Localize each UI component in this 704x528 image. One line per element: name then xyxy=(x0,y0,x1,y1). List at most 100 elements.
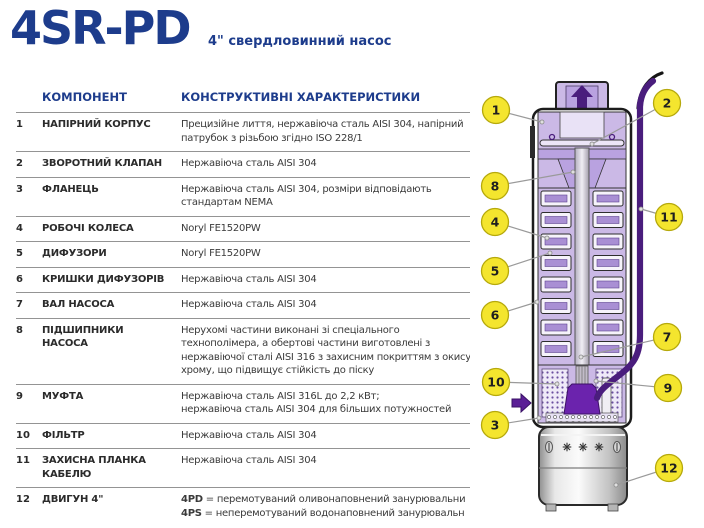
table-header: КОМПОНЕНТ КОНСТРУКТИВНІ ХАРАКТЕРИСТИКИ xyxy=(16,84,470,112)
component-name: КРИШКИ ДИФУЗОРІВ xyxy=(42,273,165,285)
callout-number: 11 xyxy=(660,210,677,225)
callout-number: 3 xyxy=(491,418,500,433)
component-spec: Нержавіюча сталь AISI 316L до 2,2 кВт; н… xyxy=(181,390,452,416)
callout-3 xyxy=(480,410,510,440)
table-row: 11 ЗАХИСНА ПЛАНКА КАБЕЛЮ Нержавіюча сталь … xyxy=(16,448,470,487)
component-name: ЗВОРОТНИЙ КЛАПАН xyxy=(42,158,162,169)
head-channel xyxy=(559,111,605,139)
table-row: 9 МУФТА Нержавіюча сталь AISI 316L до 2,2 … xyxy=(16,383,470,423)
callout-8 xyxy=(480,171,510,201)
valve-spring-left xyxy=(548,133,556,141)
table-body: 1 НАПІРНИЙ КОРПУС Прецизійне лиття, нержав… xyxy=(16,112,470,526)
component-spec: Нержавіюча сталь AISI 304, розміри відпо… xyxy=(181,183,432,209)
motor-option: 4PS = неперемотуваний водонаповнений зан… xyxy=(181,507,465,519)
table-row: 8 ПІДШИПНИКИ НАСОСА Нерухомі частини викон… xyxy=(16,317,470,384)
motor-foot-right xyxy=(607,503,619,512)
component-name: ФІЛЬТР xyxy=(42,429,85,441)
component-spec: Нержавіюча сталь AISI 304 xyxy=(181,158,317,169)
component-spec: Прецизійне лиття, нержавіюча сталь AISI … xyxy=(181,119,464,144)
row-number: 12 xyxy=(16,494,30,505)
callout-number: 1 xyxy=(492,103,501,118)
row-number: 3 xyxy=(16,183,23,195)
motor-vents xyxy=(562,442,604,452)
table-row: 1 НАПІРНИЙ КОРПУС Прецизійне лиття, нержав… xyxy=(16,112,470,151)
component-spec: Нержавіюча сталь AISI 304 xyxy=(181,429,317,441)
motor-foot-left xyxy=(545,503,557,512)
callout-number: 12 xyxy=(660,461,677,476)
inlet-arrow-icon xyxy=(511,392,532,414)
callout-7 xyxy=(652,322,682,352)
component-name: ПІДШИПНИКИ НАСОСА xyxy=(42,324,124,350)
power-cable xyxy=(593,100,644,402)
callout-number: 7 xyxy=(663,330,672,345)
row-number: 4 xyxy=(16,222,23,234)
callout-number: 9 xyxy=(664,381,673,396)
callout-number: 2 xyxy=(663,96,672,111)
callout-12 xyxy=(654,453,684,483)
callout-4 xyxy=(480,207,510,237)
callout-number: 6 xyxy=(491,308,500,323)
table-row: 4 РОБОЧІ КОЛЕСА Noryl FE1520PW xyxy=(16,215,470,242)
row-number: 5 xyxy=(16,248,23,259)
table-row: 3 ФЛАНЕЦЬ Нержавіюча сталь AISI 304, розмі… xyxy=(16,176,470,216)
callout-2 xyxy=(652,88,682,118)
component-name: ВАЛ НАСОСА xyxy=(42,299,115,310)
component-name: МУФТА xyxy=(42,390,84,402)
component-spec: Нержавіюча сталь AISI 304 xyxy=(181,273,317,285)
column-header-number xyxy=(16,90,42,104)
component-name: НАПІРНИЙ КОРПУС xyxy=(42,119,151,130)
component-spec: 4PD = перемотуваний оливонаповнений зану… xyxy=(181,493,470,520)
column-header-component: КОМПОНЕНТ xyxy=(42,90,127,104)
component-name: ДИФУЗОРИ xyxy=(42,248,107,259)
valve-spring-right xyxy=(608,133,616,141)
table-row: 2 ЗВОРОТНИЙ КЛАПАН Нержавіюча сталь AISI 3… xyxy=(16,151,470,177)
check-valve xyxy=(539,139,625,147)
table-row: 5 ДИФУЗОРИ Noryl FE1520PW xyxy=(16,241,470,267)
page-subtitle: 4" свердловинний насос xyxy=(208,34,392,49)
row-number: 11 xyxy=(16,455,30,466)
table-row: 10 ФІЛЬТР Нержавіюча сталь AISI 304 xyxy=(16,422,470,449)
motor-body xyxy=(538,426,628,506)
callout-number: 5 xyxy=(491,264,500,279)
flow-up-arrow-icon xyxy=(571,85,593,108)
callout-1 xyxy=(481,95,511,125)
row-number: 7 xyxy=(16,299,23,310)
row-number: 1 xyxy=(16,119,23,130)
row-number: 10 xyxy=(16,429,30,441)
component-spec: Нержавіюча сталь AISI 304 xyxy=(181,299,317,310)
callout-11 xyxy=(654,202,684,232)
column-header-specs: КОНСТРУКТИВНІ ХАРАКТЕРИСТИКИ xyxy=(181,90,421,104)
callout-number: 8 xyxy=(491,179,500,194)
filter-left xyxy=(541,368,569,418)
page-title: 4SR-PD xyxy=(10,1,192,55)
casing-thread xyxy=(530,126,535,158)
row-number: 9 xyxy=(16,390,23,402)
component-spec: Нержавіюча сталь AISI 304 xyxy=(181,455,317,466)
table-row: 6 КРИШКИ ДИФУЗОРІВ Нержавіюча сталь AISI 3… xyxy=(16,266,470,293)
impeller-stack xyxy=(540,190,624,357)
row-number: 2 xyxy=(16,158,23,169)
components-table: КОМПОНЕНТ КОНСТРУКТИВНІ ХАРАКТЕРИСТИКИ 1… xyxy=(16,84,470,526)
pump-shaft xyxy=(574,147,590,389)
row-number: 6 xyxy=(16,273,23,285)
table-row: 7 ВАЛ НАСОСА Нержавіюча сталь AISI 304 xyxy=(16,292,470,318)
callout-6 xyxy=(480,300,510,330)
component-spec: Нерухомі частини виконані зі спеціальног… xyxy=(181,324,470,377)
callout-5 xyxy=(480,256,510,286)
row-number: 8 xyxy=(16,324,23,336)
component-spec: Noryl FE1520PW xyxy=(181,248,261,259)
component-spec: Noryl FE1520PW xyxy=(181,222,261,234)
component-name: РОБОЧІ КОЛЕСА xyxy=(42,222,134,234)
coupling-cone xyxy=(563,383,601,415)
component-name: ЗАХИСНА ПЛАНКА КАБЕЛЮ xyxy=(42,455,146,480)
table-row: 12 ДВИГУН 4" 4PD = перемотуваний оливонапо… xyxy=(16,487,470,526)
callout-number: 10 xyxy=(487,375,505,390)
component-name: ФЛАНЕЦЬ xyxy=(42,183,99,195)
motor-option: 4PD = перемотуваний оливонаповнений зану… xyxy=(181,494,466,505)
component-name: ДВИГУН 4" xyxy=(42,494,104,505)
callout-9 xyxy=(653,373,683,403)
callout-number: 4 xyxy=(491,215,500,230)
